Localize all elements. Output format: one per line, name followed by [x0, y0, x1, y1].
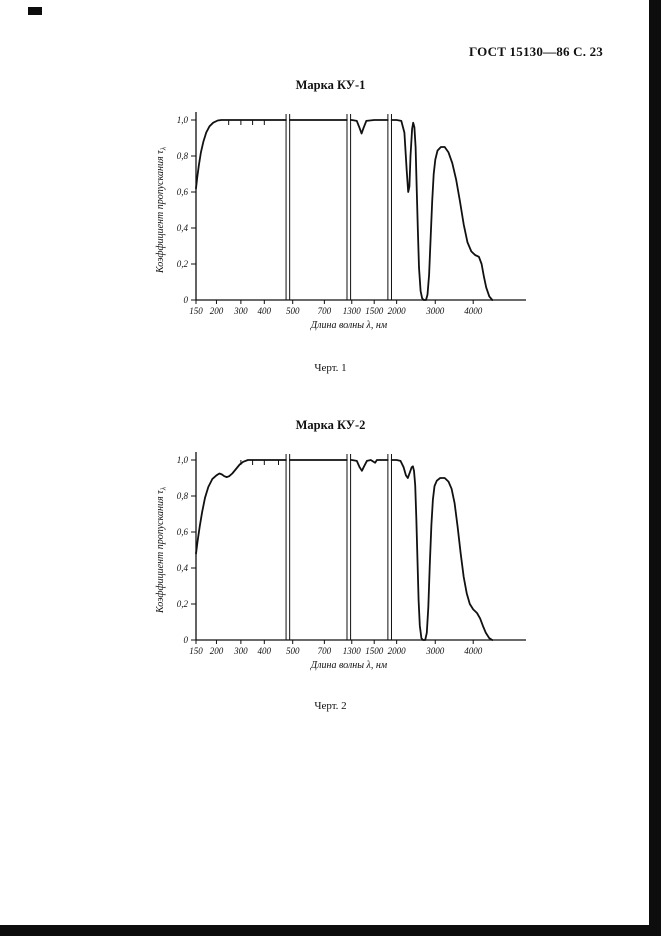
x-tick-label: 4000: [464, 306, 483, 316]
x-tick-label: 3000: [425, 646, 445, 656]
y-axis-label: Коэффициент пропускания τλ: [155, 146, 168, 274]
x-tick-label: 2000: [388, 306, 407, 316]
page-edge-bottom: [0, 925, 661, 936]
y-tick-label: 0,4: [177, 223, 189, 233]
transmittance-curve: [195, 119, 494, 301]
x-tick-label: 3000: [425, 306, 445, 316]
y-tick-label: 0,4: [177, 563, 189, 573]
x-tick-label: 200: [210, 306, 224, 316]
x-tick-label: 500: [286, 306, 300, 316]
x-tick-label: 150: [189, 306, 203, 316]
x-tick-label: 1300: [343, 306, 362, 316]
y-tick-label: 0,2: [177, 259, 189, 269]
figure-caption-1: Черт. 1: [314, 362, 347, 374]
page-edge-right: [649, 0, 661, 936]
x-tick-label: 700: [318, 306, 332, 316]
y-tick-label: 1,0: [177, 455, 189, 465]
transmittance-curve: [195, 459, 494, 641]
x-tick-label: 200: [210, 646, 224, 656]
x-tick-label: 300: [233, 306, 248, 316]
x-tick-label: 300: [233, 646, 248, 656]
corner-print-mark: [28, 7, 42, 15]
chart-title-ku2: Марка КУ-2: [295, 418, 366, 432]
x-tick-label: 700: [318, 646, 332, 656]
x-tick-label: 500: [286, 646, 300, 656]
x-tick-label: 1500: [365, 646, 384, 656]
y-tick-label: 0: [184, 295, 189, 305]
chart-title-ku1: Марка КУ-1: [295, 78, 366, 92]
x-axis-label: Длина волны λ, нм: [310, 660, 388, 671]
y-tick-label: 0,2: [177, 599, 189, 609]
transmittance-chart-ku1: 0 0,2 0,4 0,6 0,8 1,0 150 200 300 400 500 700 1300 15…: [155, 112, 526, 331]
x-tick-label: 400: [258, 646, 272, 656]
x-axis-label: Длина волны λ, нм: [310, 320, 388, 331]
y-tick-label: 0,8: [177, 151, 189, 161]
x-tick-label: 1500: [365, 306, 384, 316]
y-tick-label: 0,6: [177, 187, 189, 197]
y-tick-label: 0,6: [177, 527, 189, 537]
y-axis-label: Коэффициент пропускания τλ: [155, 486, 168, 614]
y-tick-label: 0,8: [177, 491, 189, 501]
page-header: ГОСТ 15130—86 С. 23: [469, 44, 603, 59]
x-tick-label: 1300: [343, 646, 362, 656]
transmittance-chart-ku2: 0 0,2 0,4 0,6 0,8 1,0 150 200 300 400 500 700 1300 15…: [155, 452, 526, 671]
y-tick-label: 0: [184, 635, 189, 645]
x-tick-label: 400: [258, 306, 272, 316]
y-tick-label: 1,0: [177, 115, 189, 125]
figure-caption-2: Черт. 2: [314, 700, 347, 712]
x-tick-label: 4000: [464, 646, 483, 656]
x-tick-label: 150: [189, 646, 203, 656]
x-tick-label: 2000: [388, 646, 407, 656]
